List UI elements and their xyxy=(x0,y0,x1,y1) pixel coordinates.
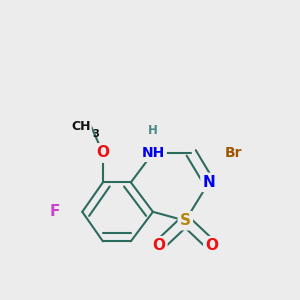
Text: NH: NH xyxy=(141,146,165,160)
Text: O: O xyxy=(205,238,218,253)
Text: CH: CH xyxy=(72,120,91,133)
Text: O: O xyxy=(152,238,165,253)
Text: N: N xyxy=(202,175,215,190)
Text: O: O xyxy=(96,146,110,160)
Text: S: S xyxy=(180,213,191,228)
Text: 3: 3 xyxy=(93,129,99,139)
Text: O: O xyxy=(96,146,110,160)
Text: H: H xyxy=(148,124,158,137)
Text: NH: NH xyxy=(141,146,165,160)
Text: F: F xyxy=(50,204,60,219)
Text: Br: Br xyxy=(225,146,243,160)
